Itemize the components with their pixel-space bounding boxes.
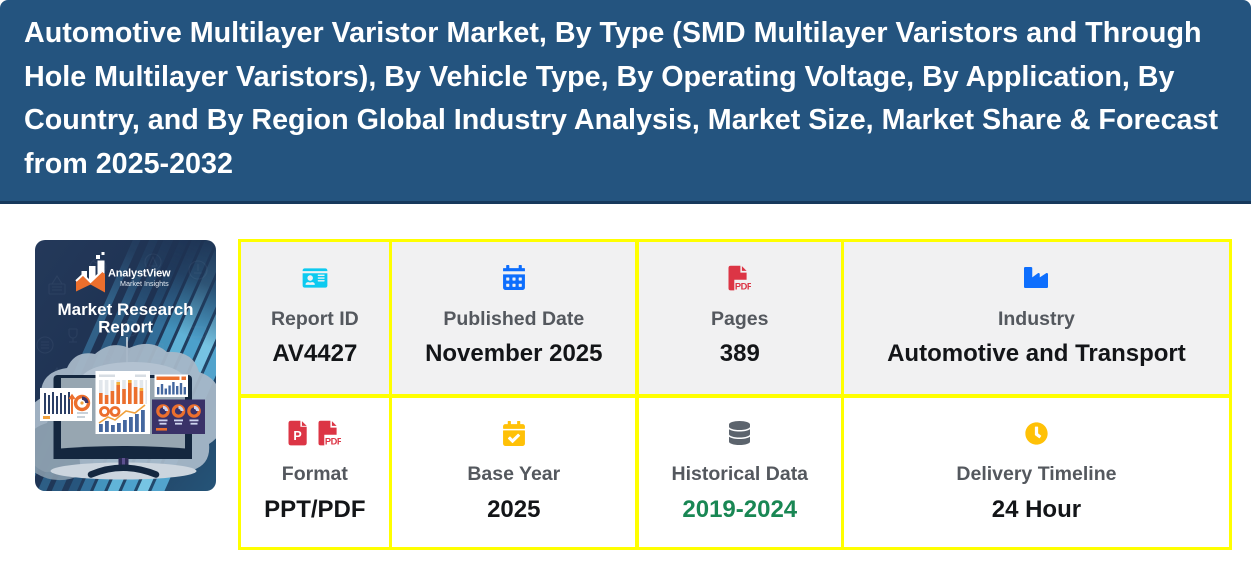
svg-text:P: P (294, 429, 302, 443)
svg-text:PDF: PDF (735, 281, 751, 291)
svg-text:Market Insights: Market Insights (120, 279, 169, 288)
svg-text:AnalystView: AnalystView (108, 268, 171, 280)
svg-text:Market Research: Market Research (57, 300, 193, 319)
svg-text:Report: Report (98, 318, 153, 337)
svg-text:PDF: PDF (325, 436, 341, 446)
